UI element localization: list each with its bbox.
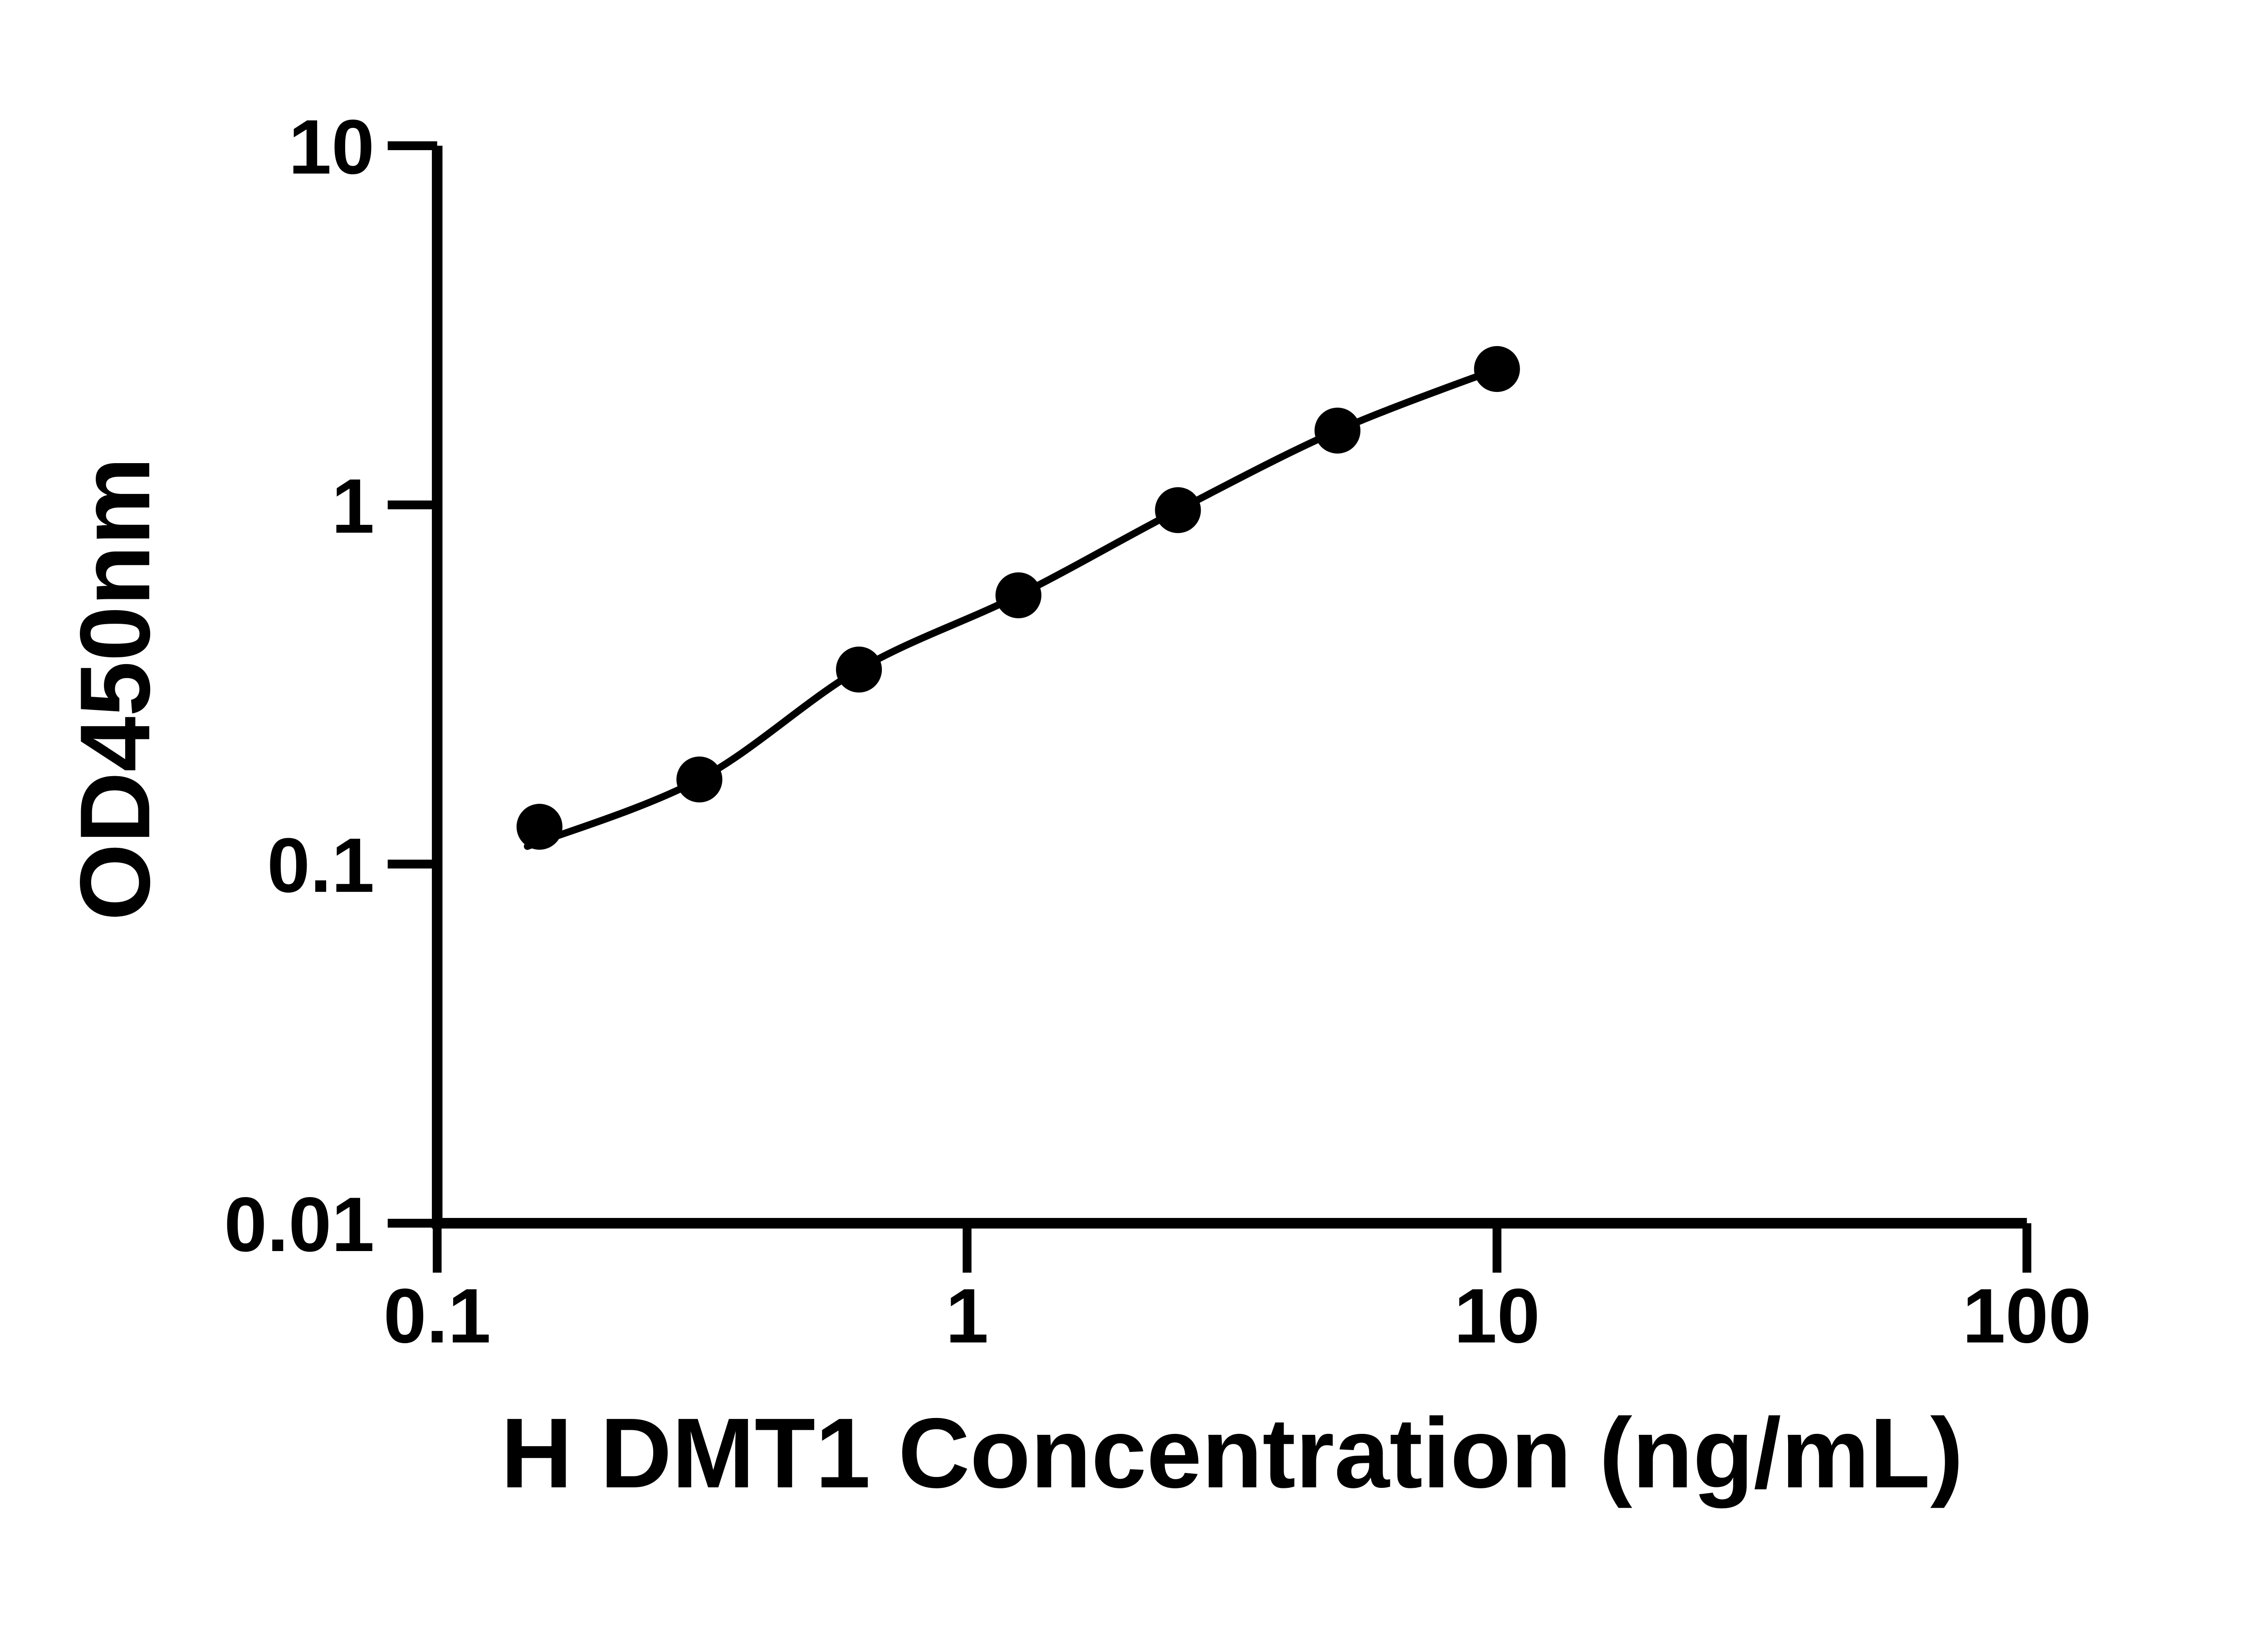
data-point-3	[836, 646, 882, 693]
y-tick-label-0.01: 0.01	[224, 1182, 375, 1268]
data-point-1	[516, 804, 562, 850]
y-tick-label-0.1: 0.1	[267, 822, 375, 909]
data-point-4	[995, 572, 1041, 619]
elisa-standard-curve-figure: 0.1 1 10 100 0.01 0.1 1 10 H DMT1 Concentration…	[60, 104, 2092, 1509]
data-point-5	[1155, 487, 1201, 533]
x-tick-label-100: 100	[1962, 1273, 2091, 1359]
data-point-2	[676, 756, 723, 802]
data-point-6	[1314, 407, 1361, 454]
x-tick-label-10: 10	[1454, 1273, 1540, 1359]
y-tick-label-1: 1	[332, 463, 375, 549]
data-point-7	[1474, 346, 1520, 392]
x-axis-title: H DMT1 Concentration (ng/mL)	[501, 1398, 1963, 1509]
x-tick-label-1: 1	[946, 1273, 989, 1359]
x-tick-label-0.1: 0.1	[383, 1273, 491, 1359]
y-axis-title: OD450nm	[60, 457, 171, 921]
y-tick-label-10: 10	[288, 104, 375, 191]
